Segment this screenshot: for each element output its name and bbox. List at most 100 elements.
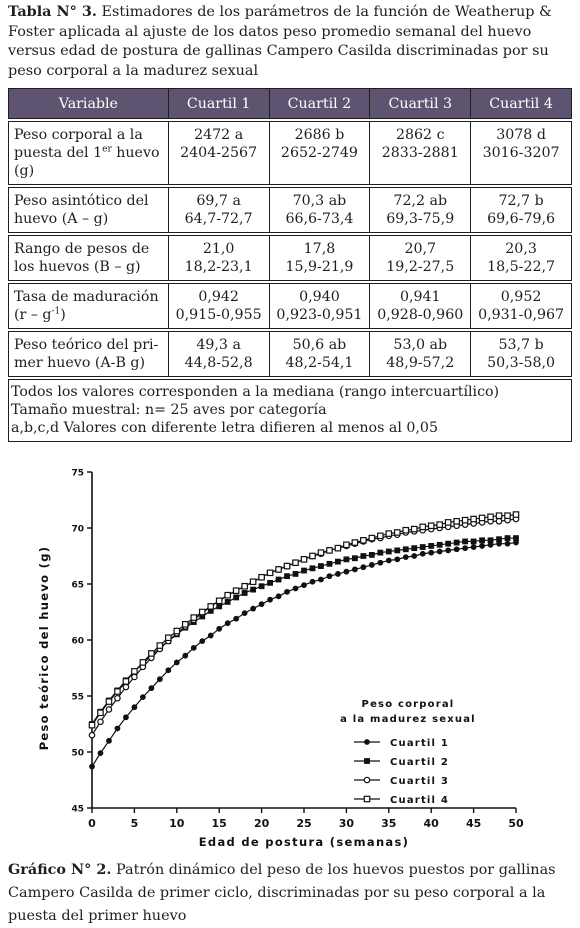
y-tick-label: 65 [71,581,84,591]
data-point [309,565,316,572]
data-point [301,582,307,589]
data-point [165,667,172,674]
x-tick-label: 25 [296,817,311,830]
data-point [318,576,324,583]
table-cell: 0,941 0,928-0,960 [369,283,472,329]
data-point [267,579,273,586]
data-point [275,566,282,573]
series-line-cuartil-4 [91,513,517,726]
y-tick-label: 70 [71,525,84,535]
table-cell: 70,3 ab 66,6-73,4 [268,187,371,233]
data-point [284,588,290,595]
estimators-table: Variable Cuartil 1 Cuartil 2 Cuartil 3 C… [8,88,572,442]
data-point [249,578,257,586]
data-point [445,540,452,547]
data-point [190,644,197,651]
data-point [165,634,172,642]
data-point [385,530,393,537]
data-point [377,549,384,556]
data-point [393,529,401,536]
data-point [504,540,511,547]
data-point [97,718,104,726]
data-point [487,513,494,521]
header-variable: Variable [8,88,169,119]
table-cell: 0,942 0,915-0,955 [167,283,270,329]
data-point [233,615,240,622]
data-point [292,559,299,567]
data-point [326,560,333,567]
data-point [512,511,520,518]
data-point [131,704,138,711]
data-point [199,638,206,645]
data-point [445,547,452,554]
table-cell: 20,3 18,5-22,7 [470,235,572,281]
data-point [402,526,410,534]
row-label: Tasa de maduración (r – g-1) [8,283,169,329]
header-cuartil-4: Cuartil 4 [470,88,572,119]
data-point [428,549,435,556]
series-line-cuartil-1 [91,541,517,767]
table-cell: 2686 b 2652-2749 [268,121,371,185]
data-point [360,553,367,559]
table-header-row: Variable Cuartil 1 Cuartil 2 Cuartil 3 C… [8,88,572,119]
legend-marker [363,795,371,803]
data-point [284,573,290,580]
x-tick-label: 10 [169,817,185,830]
data-point [360,537,367,544]
data-point [495,517,503,525]
data-point [156,642,164,649]
row-label-sup: -1 [51,306,61,317]
data-point [241,610,248,617]
data-point [351,539,359,546]
data-point [377,532,384,540]
table-row: Tasa de maduración (r – g-1) 0,942 0,915-… [8,283,572,329]
y-axis-label: Peso teórico del huevo (g) [37,546,51,751]
data-point [411,553,418,559]
data-point [105,698,113,705]
data-point [267,596,273,603]
row-label-text-end: ) [60,307,66,323]
data-point [283,562,291,570]
data-point [462,545,469,552]
legend-marker [363,776,371,784]
x-tick-label: 0 [88,817,96,830]
data-point [419,523,427,531]
data-point [241,582,248,590]
data-point [233,594,240,601]
data-point [241,590,248,596]
data-point [224,591,231,599]
data-point [343,556,350,563]
data-point [122,683,130,691]
legend-label: Cuartil 1 [390,738,449,749]
data-point [300,556,308,563]
header-cuartil-3: Cuartil 3 [369,88,472,119]
data-point [368,562,375,568]
data-point [250,605,257,612]
table-cell: 20,7 19,2-27,5 [369,235,472,281]
data-point [402,554,409,561]
data-point [292,571,299,577]
data-point [470,544,477,550]
table-cell: 49,3 a 44,8-52,8 [167,331,270,377]
data-point [97,750,104,757]
data-point [351,566,358,573]
data-point [410,525,418,533]
data-point [487,537,494,544]
data-point [266,569,274,577]
data-point [479,543,485,549]
data-point [114,688,121,695]
data-point [436,541,443,548]
data-point [343,568,350,575]
table-cell: 0,952 0,931-0,967 [470,283,572,329]
data-point [309,578,316,585]
data-point [114,694,121,702]
data-point [436,548,443,555]
table-cell: 3078 d 3016-3207 [470,121,572,185]
series-line-cuartil-2 [91,537,516,725]
data-point [89,763,95,770]
data-point [444,519,452,526]
data-point [402,546,409,553]
data-point [470,538,477,545]
figure-caption-label: Gráfico N° 2. [8,861,112,878]
data-point [479,537,485,544]
